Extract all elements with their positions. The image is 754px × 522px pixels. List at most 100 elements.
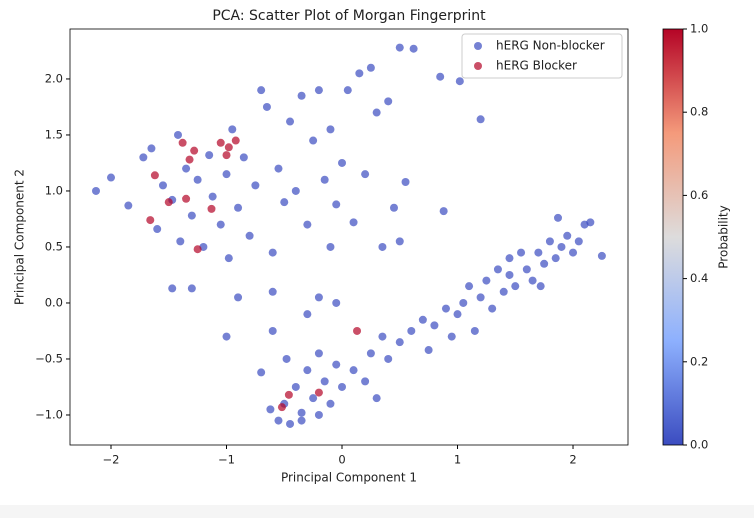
legend-marker	[474, 42, 482, 50]
point	[476, 293, 485, 302]
colorbar-label: Probability	[717, 205, 731, 268]
point	[384, 354, 393, 363]
point	[505, 270, 514, 279]
point	[349, 366, 358, 375]
point	[239, 153, 248, 162]
point	[332, 200, 341, 209]
point	[338, 382, 347, 391]
point	[205, 151, 214, 160]
point	[395, 338, 404, 347]
point	[320, 377, 329, 386]
point	[182, 164, 191, 173]
point	[168, 284, 177, 293]
point	[459, 298, 468, 307]
point	[268, 326, 277, 335]
point	[332, 298, 341, 307]
x-tick-label: 1	[454, 453, 461, 467]
point	[176, 237, 185, 246]
plot-frame	[69, 28, 629, 446]
legend-label: hERG Blocker	[496, 59, 577, 73]
point	[234, 203, 243, 212]
point	[153, 225, 162, 234]
point	[146, 216, 155, 225]
point	[476, 115, 485, 124]
point	[314, 410, 323, 419]
point	[309, 136, 318, 145]
point	[185, 155, 194, 164]
point	[401, 178, 410, 187]
point	[441, 304, 450, 313]
point	[366, 63, 375, 72]
point	[286, 117, 295, 126]
point	[277, 403, 286, 412]
point	[488, 304, 497, 313]
point	[297, 408, 306, 417]
point	[222, 332, 231, 341]
point	[182, 194, 191, 203]
point	[107, 173, 116, 182]
point	[228, 125, 237, 134]
point	[378, 332, 387, 341]
point	[314, 388, 323, 397]
x-tick-label: −2	[103, 453, 120, 467]
point	[224, 143, 233, 152]
y-axis-label: Principal Component 2	[13, 169, 27, 305]
point	[222, 151, 231, 160]
point	[193, 175, 202, 184]
point	[297, 416, 306, 425]
point	[91, 186, 100, 195]
x-tick-label: −1	[218, 453, 235, 467]
point	[355, 69, 364, 78]
colorbar	[662, 28, 684, 446]
point	[436, 72, 445, 81]
point	[447, 332, 456, 341]
point	[303, 310, 312, 319]
point	[395, 43, 404, 52]
point	[545, 237, 554, 246]
colorbar-tick-label: 0.6	[690, 188, 708, 202]
point	[493, 265, 502, 274]
point	[361, 170, 370, 179]
point	[245, 231, 254, 240]
y-tick-label: 0.5	[45, 239, 63, 253]
y-tick-label: 1.5	[45, 127, 63, 141]
point	[499, 287, 508, 296]
point	[407, 326, 416, 335]
colorbar-tick-label: 0.8	[690, 105, 708, 119]
point	[309, 394, 318, 403]
point	[314, 86, 323, 95]
point	[389, 203, 398, 212]
chart-title: PCA: Scatter Plot of Morgan Fingerprint	[212, 8, 486, 24]
footer-strip	[0, 505, 754, 518]
point	[268, 287, 277, 296]
point	[164, 198, 173, 207]
point	[517, 248, 526, 257]
point	[430, 321, 439, 330]
point	[187, 211, 196, 220]
point	[234, 293, 243, 302]
point	[314, 349, 323, 358]
point	[482, 276, 491, 285]
point	[280, 198, 289, 207]
x-tick-label: 0	[338, 453, 345, 467]
point	[326, 399, 335, 408]
point	[303, 220, 312, 229]
point	[338, 158, 347, 167]
point	[326, 125, 335, 134]
point	[314, 293, 323, 302]
point	[528, 276, 537, 285]
x-axis-label: Principal Component 1	[281, 471, 417, 485]
y-tick-label: 0.0	[45, 295, 63, 309]
point	[297, 91, 306, 100]
x-tick-label: 2	[569, 453, 576, 467]
point	[139, 153, 148, 162]
point	[187, 284, 196, 293]
point	[361, 377, 370, 386]
point	[378, 242, 387, 251]
point	[453, 310, 462, 319]
point	[150, 171, 159, 180]
point	[569, 248, 578, 257]
point	[291, 186, 300, 195]
point	[522, 265, 531, 274]
point	[208, 192, 217, 201]
